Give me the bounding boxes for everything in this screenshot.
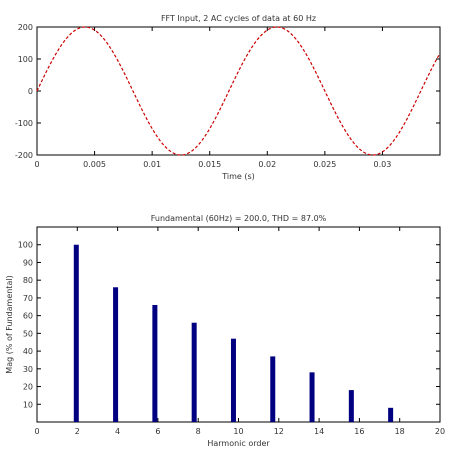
top-chart-ytick-label: 200 — [18, 23, 33, 32]
bottom-chart-xtick-label: 6 — [155, 427, 160, 436]
top-chart-title: FFT Input, 2 AC cycles of data at 60 Hz — [161, 14, 316, 23]
top-chart-xtick-label: 0.01 — [143, 160, 161, 169]
top-chart-ytick-label: -100 — [15, 119, 33, 128]
bottom-chart-bar — [113, 287, 119, 422]
bottom-chart-bar — [348, 390, 354, 422]
bottom-chart-xtick-label: 16 — [354, 427, 364, 436]
bottom-chart-ytick-label: 60 — [23, 312, 33, 321]
bottom-chart-xtick-label: 4 — [115, 427, 120, 436]
top-chart-series-line — [36, 26, 441, 156]
bottom-chart-ytick-label: 10 — [23, 400, 33, 409]
bottom-chart-bar — [270, 356, 276, 422]
bottom-chart-xtick-label: 10 — [233, 427, 243, 436]
bottom-chart-xtick-label: 8 — [196, 427, 201, 436]
top-chart-ytick-label: 100 — [18, 55, 33, 64]
bottom-chart-title: Fundamental (60Hz) = 200.0, THD = 87.0% — [151, 214, 327, 223]
bottom-chart-xtick-label: 14 — [314, 427, 324, 436]
bottom-chart-xtick-label: 2 — [75, 427, 80, 436]
bottom-chart-ytick-label: 40 — [23, 347, 33, 356]
bottom-chart-axes-frame — [36, 226, 441, 423]
top-chart-xtick-label: 0.005 — [83, 160, 106, 169]
bottom-chart-bar — [309, 372, 315, 422]
bottom-chart-xtick-label: 12 — [274, 427, 284, 436]
top-chart-xtick-label: 0.015 — [198, 160, 221, 169]
top-chart-xlabel: Time (s) — [221, 172, 255, 181]
bottom-chart-ytick-label: 80 — [23, 276, 33, 285]
bottom-chart-bar — [73, 244, 79, 422]
bottom-chart-xtick-label: 20 — [435, 427, 445, 436]
bottom-chart-bar — [388, 407, 394, 422]
bottom-chart-ytick-label: 70 — [23, 294, 33, 303]
bottom-chart-ytick-label: 20 — [23, 383, 33, 392]
bottom-chart-bar — [191, 322, 197, 422]
top-chart-axes-frame — [36, 26, 441, 156]
top-chart-ytick-label: 0 — [28, 87, 33, 96]
top-chart-xtick-label: 0 — [34, 160, 39, 169]
bottom-chart-ytick-label: 30 — [23, 365, 33, 374]
bottom-chart-bar — [230, 338, 236, 422]
bottom-chart-xtick-label: 0 — [34, 427, 39, 436]
top-chart-xtick-label: 0.02 — [258, 160, 276, 169]
bottom-chart-xtick-label: 18 — [395, 427, 405, 436]
bottom-chart-ytick-label: 90 — [23, 258, 33, 267]
bottom-chart-ytick-label: 100 — [18, 241, 33, 250]
bottom-chart-ylabel: Mag (% of Fundamental) — [5, 275, 14, 373]
bottom-chart-bar — [152, 305, 158, 422]
bottom-chart-xlabel: Harmonic order — [207, 439, 270, 448]
top-chart-ytick-label: -200 — [15, 151, 33, 160]
top-chart-xtick-label: 0.025 — [313, 160, 336, 169]
bottom-chart-ytick-label: 50 — [23, 329, 33, 338]
top-chart-xtick-label: 0.03 — [374, 160, 392, 169]
